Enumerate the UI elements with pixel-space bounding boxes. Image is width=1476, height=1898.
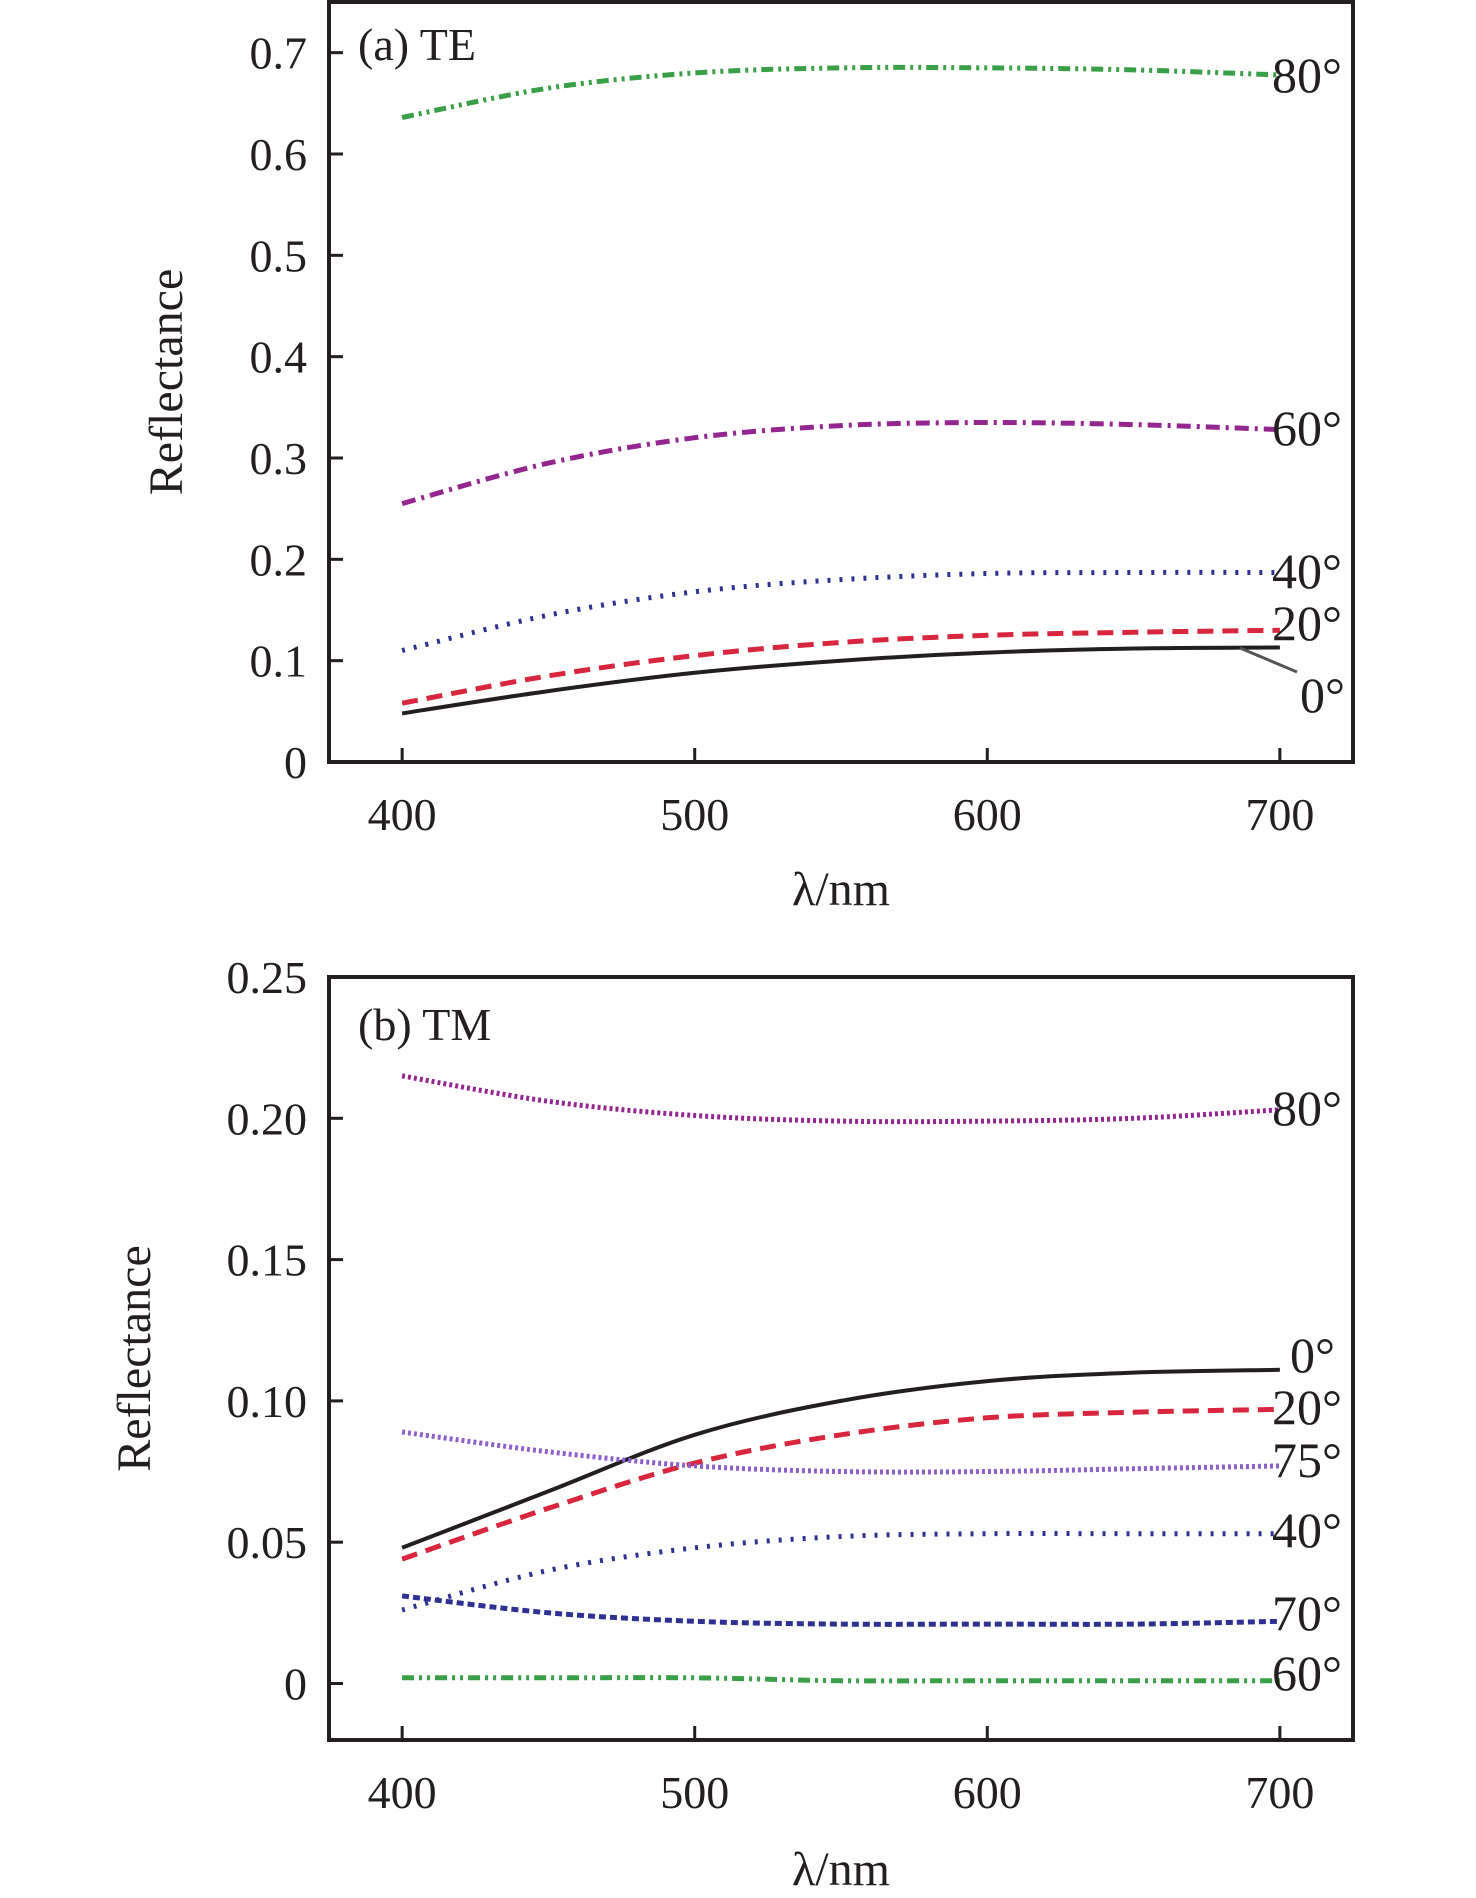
series-line-75deg [401,1429,1280,1475]
y-tick-label: 0.25 [227,952,308,1003]
series-line-60deg [402,1675,1280,1684]
series-line-70deg [401,1593,1280,1627]
y-tick-label: 0.05 [227,1517,308,1568]
series-label: 80° [1272,1080,1342,1136]
label-leader-line [1239,646,1298,674]
y-tick-label: 0 [284,1658,307,1709]
series-label: 70° [1272,1585,1342,1641]
y-tick-label: 0.2 [250,534,308,585]
series-label: 20° [1272,1379,1342,1435]
y-tick-label: 0.6 [250,129,308,180]
series-label: 20° [1272,595,1342,651]
x-tick-label: 400 [368,1767,437,1818]
x-tick-label: 600 [953,789,1022,840]
panel-te: 0 0.1 0.2 0.3 0.4 0.5 0.6 0.7 400 500 600 700 λ/nm Re… [140,0,1355,916]
series-line-80deg [401,1073,1281,1125]
panel-title: (b) TM [358,999,491,1050]
x-tick-label: 700 [1245,1767,1314,1818]
series-label: 60° [1272,1645,1342,1701]
plot-frame [327,0,1355,764]
series-label: 75° [1272,1432,1342,1488]
y-tick-label: 0 [284,737,307,788]
y-tick-label: 0.1 [250,636,308,687]
x-tick-label: 700 [1245,789,1314,840]
x-axis-label: λ/nm [792,863,890,916]
panel-title: (a) TE [358,19,476,70]
y-tick-label: 0.3 [250,433,308,484]
series-label: 0° [1290,1327,1335,1383]
series-line-60deg [401,419,1280,507]
series-label: 80° [1272,47,1342,103]
series-line-40deg [401,569,1280,653]
y-tick-label: 0.20 [227,1093,308,1144]
plot-frame [327,975,1355,1742]
series-label: 0° [1300,667,1345,723]
y-tick-label: 0.7 [250,28,308,79]
x-tick-label: 500 [660,789,729,840]
series-label: 40° [1272,1502,1342,1558]
y-tick-label: 0.4 [250,332,308,383]
y-tick-label: 0.15 [227,1235,308,1286]
series-label: 60° [1272,400,1342,456]
x-tick-label: 400 [368,789,437,840]
x-tick-label: 600 [953,1767,1022,1818]
y-axis-label: Reflectance [140,269,193,496]
y-tick-label: 0.5 [250,230,308,281]
y-axis-label: Reflectance [108,1245,161,1472]
x-tick-label: 500 [660,1767,729,1818]
panel-tm: 0 0.05 0.10 0.15 0.20 0.25 400 500 600 700 λ/nm Ref… [108,952,1355,1896]
x-axis-label: λ/nm [792,1843,890,1896]
y-tick-label: 0.10 [227,1376,308,1427]
series-label: 40° [1272,543,1342,599]
series-line-0deg [401,1367,1280,1550]
series-line-80deg [401,64,1280,120]
series-line-40deg [401,1530,1280,1613]
